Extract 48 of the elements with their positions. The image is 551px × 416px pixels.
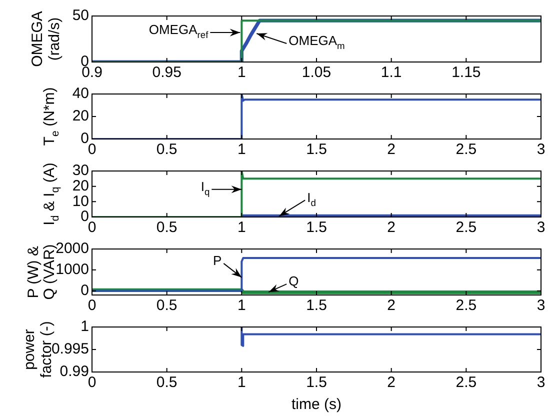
annotation: P: [212, 253, 222, 268]
y-tick-label: 0.99: [60, 363, 89, 380]
annotation: Q: [288, 274, 299, 289]
x-tick-label: 2.5: [456, 219, 477, 236]
y-axis-title: Id & Iq (A): [41, 162, 62, 226]
x-tick-label: 2: [387, 374, 396, 392]
y-axis-title: OMEGA (rad/s): [29, 11, 64, 67]
x-tick-label: 2.5: [456, 374, 477, 392]
x-tick-label: 1.5: [306, 219, 327, 236]
x-tick-label: 0.5: [156, 374, 178, 392]
x-tick-label: 1.5: [306, 141, 327, 158]
x-tick-label: 0.5: [156, 141, 178, 158]
y-tick-label: 2000: [56, 240, 89, 258]
x-tick-label: 2: [387, 297, 396, 314]
x-tick-label: 1: [237, 219, 246, 236]
x-tick-label: 2.5: [456, 141, 477, 158]
x-tick-label: 1: [237, 141, 246, 158]
y-tick-label: 30: [72, 162, 89, 180]
y-tick-label: 0: [80, 282, 89, 299]
y-tick-label: 10: [72, 192, 89, 210]
x-tick-label: 3: [536, 219, 546, 236]
x-tick-label: 1: [237, 64, 246, 82]
x-tick-label: 0.5: [156, 219, 178, 236]
x-tick-label: 1.05: [302, 64, 332, 82]
y-tick-label: 20: [72, 177, 89, 194]
x-tick-label: 3: [536, 374, 546, 392]
x-tick-label: 0.95: [152, 64, 182, 82]
x-tick-label: 2: [387, 141, 396, 158]
y-tick-label: 0: [80, 130, 89, 148]
y-tick-label: 20: [72, 108, 89, 125]
y-tick-label: 50: [72, 7, 89, 24]
y-tick-label: 40: [72, 85, 89, 102]
y-tick-label: 0: [80, 208, 89, 226]
x-tick-label: 3: [536, 141, 546, 158]
x-tick-label: 0.5: [156, 297, 178, 314]
x-tick-label: 1.1: [380, 64, 402, 82]
y-axis-title: Te (N*m): [41, 87, 62, 146]
x-tick-label: 1: [237, 297, 246, 314]
x-axis-title: time (s): [292, 396, 342, 414]
y-tick-label: 1000: [56, 261, 89, 278]
x-tick-label: 2: [387, 219, 396, 236]
x-tick-label: 3: [536, 297, 546, 314]
x-tick-label: 1: [237, 374, 246, 392]
x-tick-label: 1.5: [306, 297, 327, 314]
x-tick-label: 1.15: [452, 64, 481, 82]
y-tick-label: 1: [80, 318, 89, 336]
x-tick-label: 2.5: [456, 297, 477, 314]
x-tick-label: 1.5: [306, 374, 327, 392]
